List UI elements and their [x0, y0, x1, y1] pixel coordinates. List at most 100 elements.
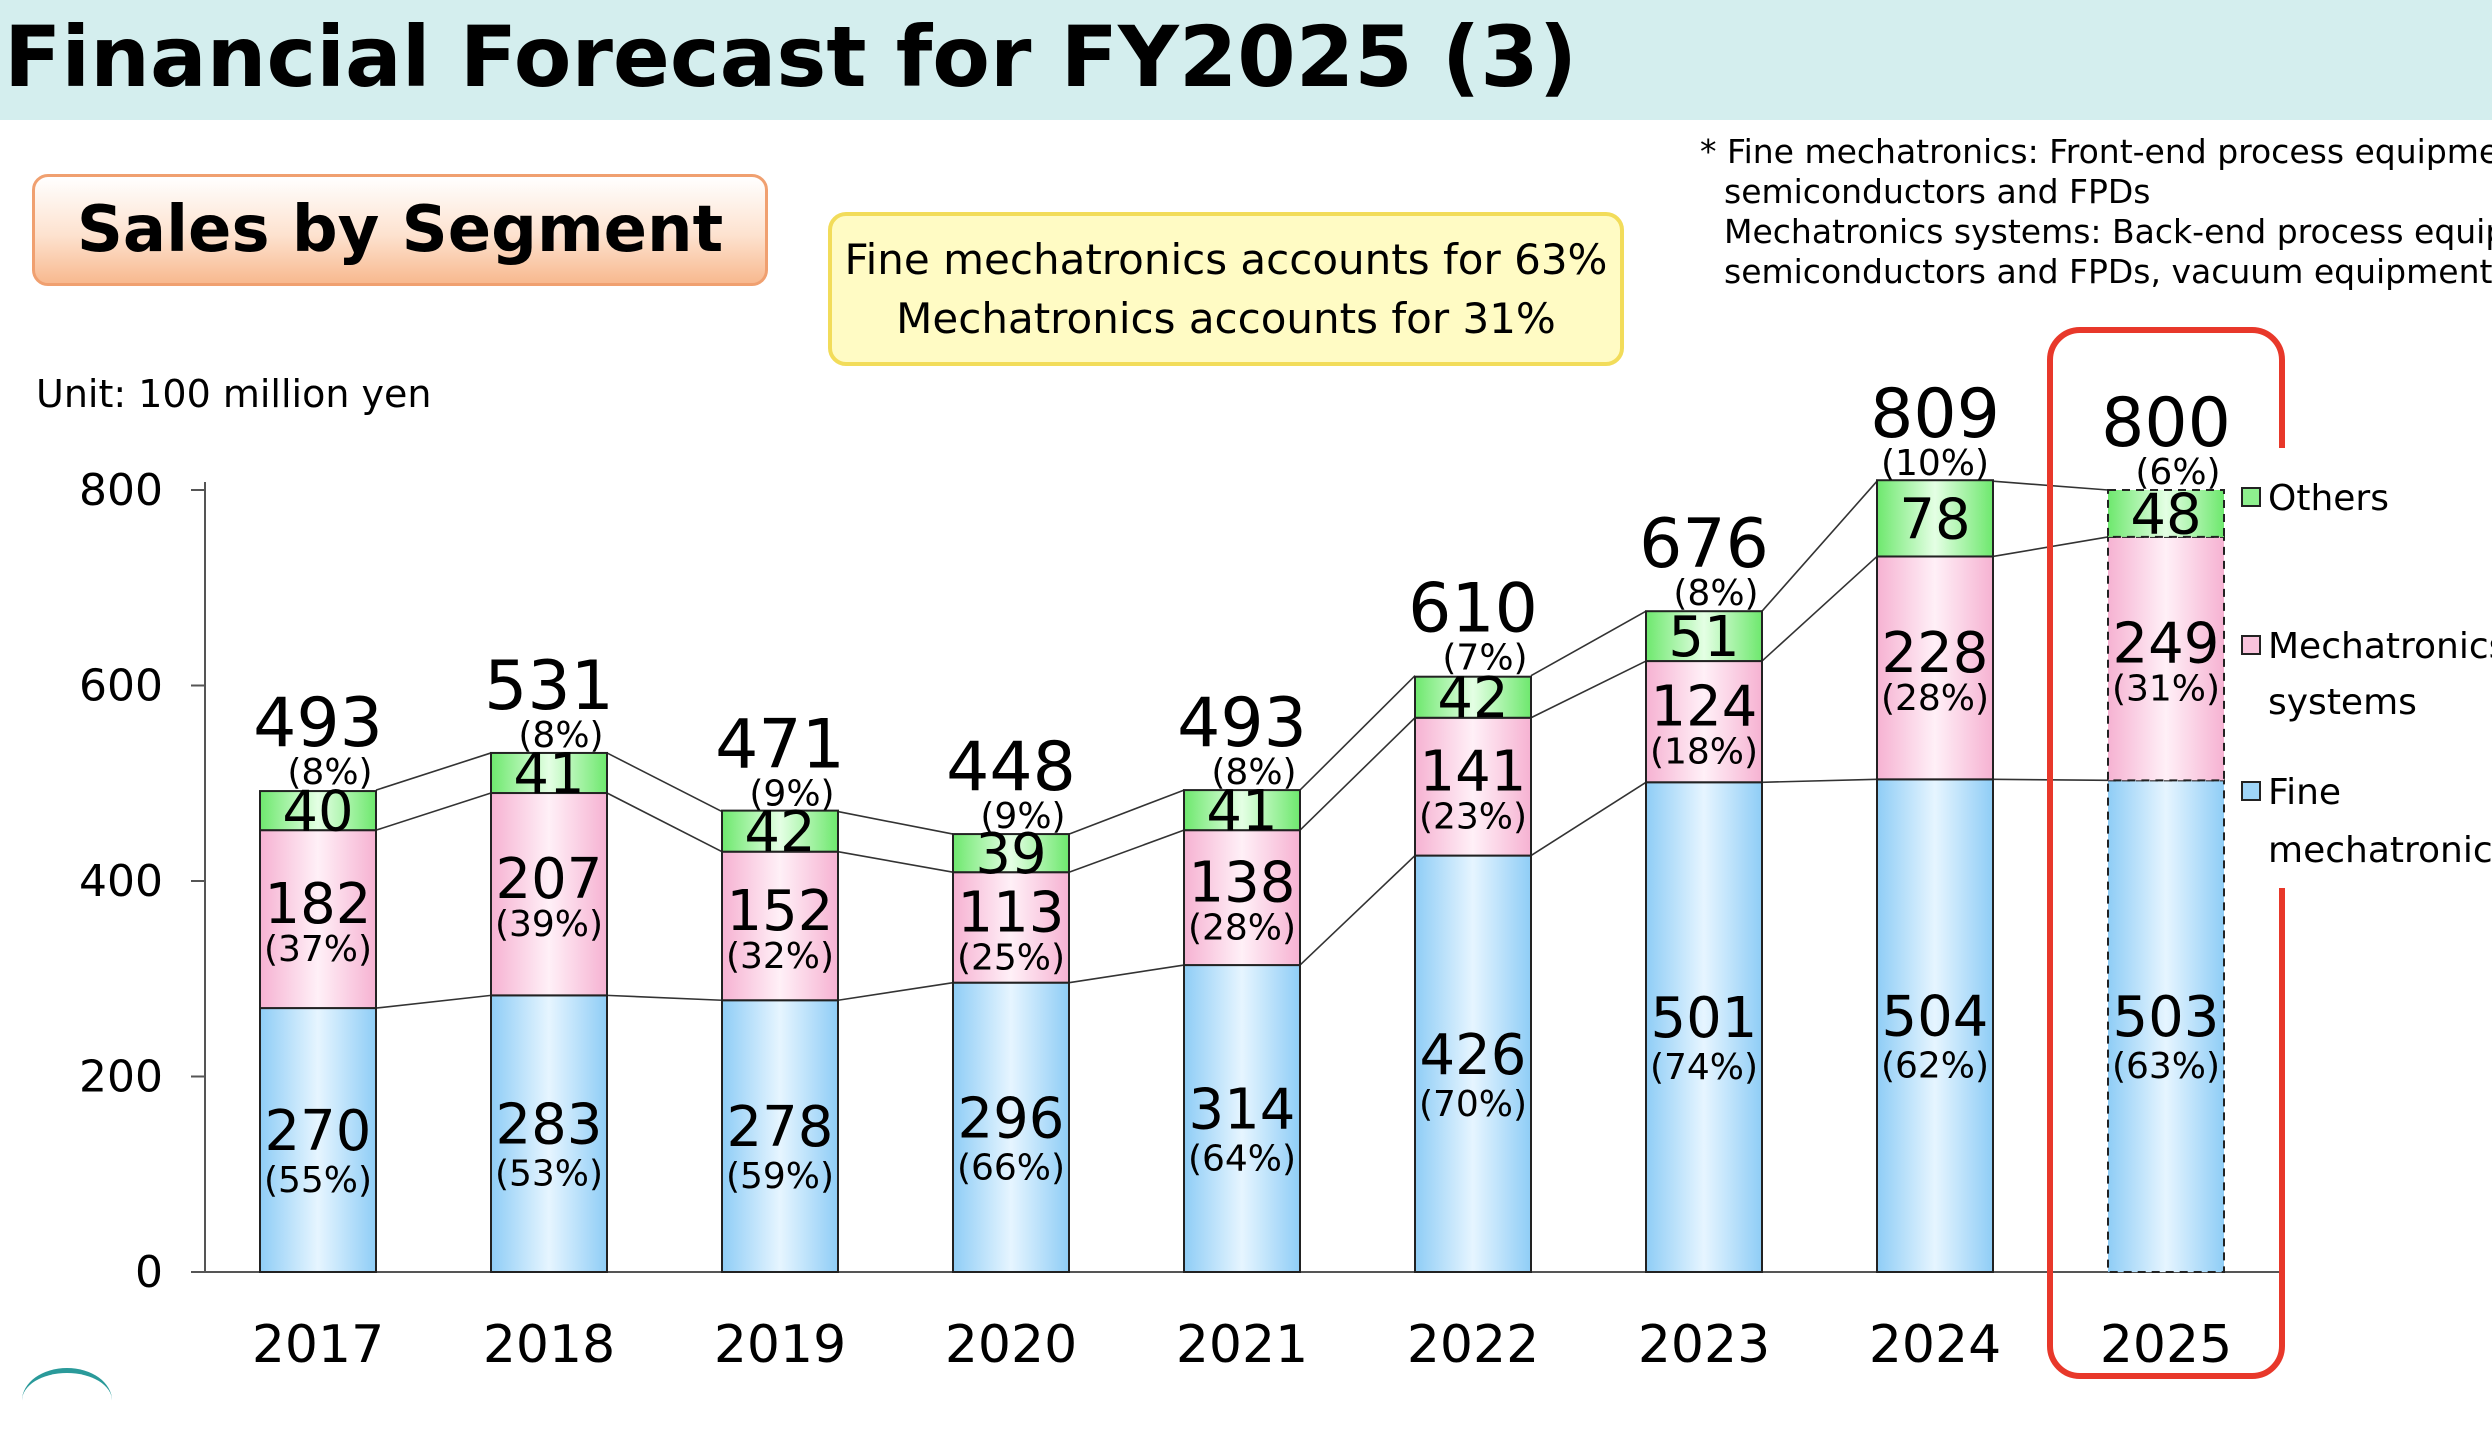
bar-others-2025	[2107, 489, 2225, 538]
share-label-mechatronics: (28%)	[1188, 908, 1296, 949]
share-label-fine: (64%)	[1188, 1139, 1296, 1180]
data-label-mechatronics: 207	[496, 847, 603, 912]
legend-swatch-others	[2241, 487, 2261, 507]
logo-icon	[22, 1368, 112, 1433]
data-label-fine: 504	[1882, 985, 1989, 1050]
legend-label-fine-2: mechatronics	[2268, 830, 2492, 871]
share-label-mechatronics: (37%)	[264, 929, 372, 970]
bar-mechatronics-2017	[259, 829, 377, 1010]
data-label-fine: 283	[496, 1093, 603, 1158]
x-tick-label: 2019	[714, 1315, 846, 1375]
data-label-mechatronics: 113	[958, 880, 1065, 945]
share-label-others: (8%)	[1211, 752, 1296, 793]
bar-fine-2019	[721, 999, 839, 1273]
total-label: 531	[484, 647, 614, 726]
bar-others-2021	[1183, 789, 1301, 832]
connector-line	[1068, 789, 1185, 835]
y-tick-label: 200	[79, 1052, 163, 1103]
section-title-box: Sales by Segment	[32, 174, 768, 286]
connector-line	[837, 981, 954, 1002]
section-title: Sales by Segment	[76, 193, 724, 267]
unit-label: Unit: 100 million yen	[36, 372, 432, 416]
data-label-others: 42	[744, 800, 815, 865]
connector-line	[375, 792, 492, 831]
data-label-mechatronics: 124	[1651, 675, 1758, 740]
share-label-mechatronics: (32%)	[726, 936, 834, 977]
connector-line	[606, 752, 723, 813]
connector-line	[1068, 829, 1185, 873]
note-line-3: Mechatronics systems: Back-end process e…	[1724, 212, 2492, 251]
bar-mechatronics-2023	[1645, 660, 1763, 784]
connector-line	[837, 810, 954, 835]
data-label-others: 40	[282, 780, 353, 845]
data-label-others: 41	[1206, 779, 1277, 844]
y-tick-label: 0	[135, 1247, 163, 1298]
total-label: 610	[1408, 570, 1538, 649]
share-label-mechatronics: (31%)	[2112, 669, 2220, 710]
total-label: 471	[715, 706, 845, 785]
share-label-fine: (55%)	[264, 1160, 372, 1201]
callout-box: Fine mechatronics accounts for 63% Mecha…	[828, 212, 1624, 366]
bar-fine-2018	[490, 994, 608, 1273]
x-tick-label: 2022	[1407, 1315, 1539, 1375]
bar-others-2020	[952, 833, 1070, 874]
share-label-fine: (63%)	[2112, 1046, 2220, 1087]
data-label-mechatronics: 228	[1882, 621, 1989, 686]
bar-others-2023	[1645, 610, 1763, 663]
share-label-mechatronics: (18%)	[1650, 732, 1758, 773]
legend-label-mechatronics-2: systems	[2268, 682, 2417, 723]
legend-label-fine: Fine	[2268, 772, 2341, 813]
bar-mechatronics-2019	[721, 850, 839, 1002]
share-label-others: (7%)	[1442, 638, 1527, 679]
legend-label-mechatronics: Mechatronics	[2268, 626, 2492, 667]
data-label-others: 78	[1899, 487, 1970, 552]
bar-mechatronics-2024	[1876, 555, 1994, 781]
connector-line	[837, 850, 954, 873]
total-label: 493	[253, 684, 383, 763]
connector-line	[1299, 675, 1416, 791]
share-label-others: (8%)	[1673, 573, 1758, 614]
data-label-others: 51	[1668, 605, 1739, 670]
share-label-mechatronics: (28%)	[1881, 678, 1989, 719]
connector-line	[1530, 610, 1647, 677]
data-label-fine: 270	[265, 1099, 372, 1164]
bar-mechatronics-2022	[1414, 716, 1532, 857]
connector-line	[1761, 480, 1878, 612]
total-label: 448	[946, 728, 1076, 807]
page-title: Financial Forecast for FY2025 (3)	[4, 8, 1578, 106]
bar-others-2017	[259, 790, 377, 832]
total-label: 809	[1870, 375, 2000, 454]
note-line-2: semiconductors and FPDs	[1724, 172, 2151, 211]
y-tick-label: 600	[79, 661, 163, 712]
connector-line	[1761, 555, 1878, 662]
connector-line	[1299, 855, 1416, 966]
callout-line-mechatronics: Mechatronics accounts for 31%	[896, 294, 1556, 343]
share-label-fine: (62%)	[1881, 1046, 1989, 1087]
bar-mechatronics-2020	[952, 871, 1070, 984]
x-tick-label: 2017	[252, 1315, 384, 1375]
data-label-others: 42	[1437, 666, 1508, 731]
note-line-1: * Fine mechatronics: Front-end process e…	[1700, 132, 2492, 171]
share-label-mechatronics: (39%)	[495, 904, 603, 945]
share-label-others: (8%)	[287, 752, 372, 793]
bar-mechatronics-2025	[2107, 535, 2225, 782]
share-label-others: (9%)	[980, 796, 1065, 837]
data-label-mechatronics: 182	[265, 872, 372, 937]
data-label-others: 41	[513, 742, 584, 807]
connector-line	[375, 994, 492, 1009]
bar-fine-2025	[2107, 779, 2225, 1273]
share-label-others: (10%)	[1881, 443, 1989, 484]
x-tick-label: 2021	[1176, 1315, 1308, 1375]
bar-fine-2024	[1876, 778, 1994, 1274]
share-label-mechatronics: (25%)	[957, 937, 1065, 978]
connector-line	[1299, 717, 1416, 831]
highlight-gap	[2278, 448, 2290, 888]
connector-line	[1530, 781, 1647, 857]
legend-swatch-fine	[2241, 781, 2261, 801]
share-label-others: (9%)	[749, 774, 834, 815]
total-label: 493	[1177, 684, 1307, 763]
data-label-others: 48	[2130, 482, 2201, 547]
data-label-fine: 503	[2113, 985, 2220, 1050]
bar-others-2019	[721, 809, 839, 853]
legend-swatch-mechatronics	[2241, 635, 2261, 655]
